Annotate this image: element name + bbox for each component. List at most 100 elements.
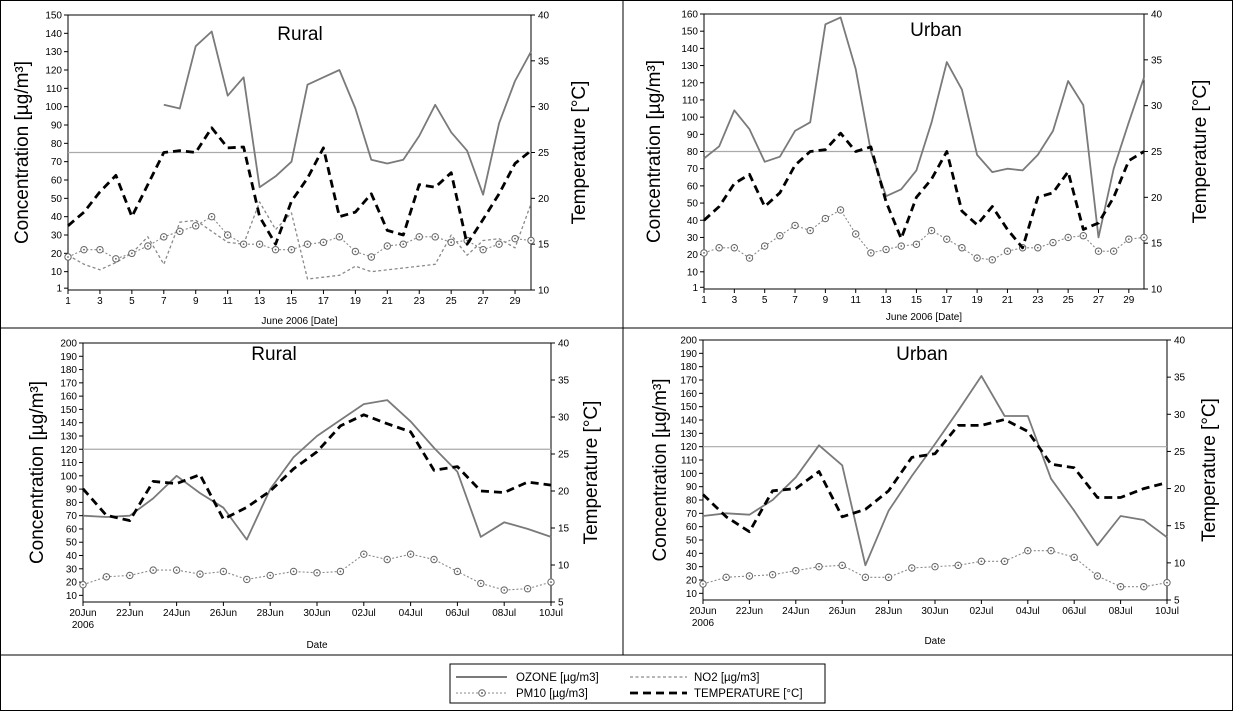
y-tick-label: 150 xyxy=(681,27,698,38)
pm10-marker-dot xyxy=(1006,250,1009,253)
y-tick-label: 110 xyxy=(681,456,697,467)
y2-tick-label: 15 xyxy=(538,240,550,251)
pm10-marker-dot xyxy=(482,248,485,251)
x-tick-label: 24Jun xyxy=(782,606,809,617)
pm10-marker-dot xyxy=(245,578,248,581)
pm10-marker-dot xyxy=(114,257,117,260)
y2-tick-label: 35 xyxy=(1151,55,1163,66)
pm10-marker-dot xyxy=(1036,246,1039,249)
y-tick-label: 100 xyxy=(60,471,77,482)
y-tick-label: 50 xyxy=(66,538,78,549)
x-tick-label: 02Jul xyxy=(969,606,993,617)
pm10-marker-dot xyxy=(82,583,84,586)
x-tick-label: 23 xyxy=(414,296,426,307)
x-tick-label: 7 xyxy=(161,296,167,307)
pm10-marker-dot xyxy=(763,245,766,247)
pm10-marker-dot xyxy=(1003,560,1006,563)
y2-tick-label: 40 xyxy=(538,11,550,22)
y-tick-label: 20 xyxy=(687,250,699,261)
x-tick-label: 13 xyxy=(254,296,266,307)
y-tick-label: 170 xyxy=(60,378,77,389)
pm10-marker-dot xyxy=(1067,236,1070,239)
y-tick-label: 40 xyxy=(687,216,699,227)
x-tick-sublabel: 2006 xyxy=(692,618,715,629)
pm10-marker-dot xyxy=(514,237,516,240)
x-tick-label: 24Jun xyxy=(163,608,190,619)
y-tick-label: 40 xyxy=(66,551,78,562)
y2-tick-label: 20 xyxy=(1151,193,1163,204)
y-tick-label: 40 xyxy=(51,212,63,223)
series-line-temperature xyxy=(702,418,1168,534)
x-tick-label: 20Jun xyxy=(689,606,716,617)
y2-tick-label: 35 xyxy=(1174,373,1186,384)
y2-tick-label: 30 xyxy=(538,102,550,113)
y-tick-label: 150 xyxy=(60,405,77,416)
y-tick-label: 80 xyxy=(51,139,63,150)
pm10-marker-dot xyxy=(178,230,181,233)
y-tick-label: 190 xyxy=(60,352,77,363)
pm10-marker-dot xyxy=(105,575,108,578)
y-tick-label: 90 xyxy=(66,485,78,496)
x-tick-label: 21 xyxy=(1002,295,1014,306)
pm10-marker-dot xyxy=(479,582,482,585)
pm10-marker-dot xyxy=(945,238,948,241)
pm10-marker-dot xyxy=(910,567,913,569)
y-tick-label: 110 xyxy=(682,95,698,106)
pm10-marker-dot xyxy=(222,570,225,573)
y2-tick-label: 5 xyxy=(558,598,564,609)
pm10-marker-dot xyxy=(1082,234,1085,237)
y-tick-label: 180 xyxy=(680,362,697,373)
y2-tick-label: 20 xyxy=(538,194,550,205)
y-tick-label: 120 xyxy=(681,78,698,89)
y2-tick-label: 20 xyxy=(558,487,570,498)
y-tick-label: 160 xyxy=(680,389,697,400)
y2-tick-label: 25 xyxy=(538,148,550,159)
y2-axis-title: Temperature [°C] xyxy=(581,401,602,545)
y-tick-label: 120 xyxy=(680,442,697,453)
pm10-marker-dot xyxy=(824,217,827,220)
y2-tick-label: 10 xyxy=(1151,285,1163,296)
x-tick-label: 23 xyxy=(1032,295,1044,306)
x-axis-title: June 2006 [Date] xyxy=(261,316,337,327)
pm10-marker-dot xyxy=(402,243,405,246)
x-tick-label: 08Jul xyxy=(1109,606,1133,617)
pm10-marker-dot xyxy=(226,234,229,236)
pm10-marker-dot xyxy=(418,235,421,238)
x-tick-label: 1 xyxy=(65,296,71,307)
y-axis-title: Concentration [µg/m³] xyxy=(12,61,33,244)
pm10-marker-dot xyxy=(809,229,812,232)
pm10-marker-dot xyxy=(1166,581,1168,584)
y-tick-label: 110 xyxy=(46,84,62,95)
pm10-marker-dot xyxy=(434,235,437,238)
pm10-marker-dot xyxy=(1050,549,1052,552)
y-tick-label: 130 xyxy=(45,47,62,58)
y2-tick-label: 30 xyxy=(558,413,570,424)
pm10-marker-dot xyxy=(370,256,373,258)
pm10-marker-dot xyxy=(152,569,155,572)
y2-tick-label: 10 xyxy=(1174,558,1186,569)
y2-tick-label: 25 xyxy=(558,450,570,461)
y-tick-label: 50 xyxy=(687,199,699,210)
series-line-ozone xyxy=(82,399,552,541)
x-tick-label: 08Jul xyxy=(492,608,516,619)
pm10-marker-dot xyxy=(526,587,529,590)
y-tick-label: 30 xyxy=(66,564,78,575)
y-tick-label: 180 xyxy=(60,365,77,376)
pm10-marker-dot xyxy=(290,248,293,251)
y2-axis-title: Temperature [°C] xyxy=(1199,398,1220,542)
pm10-marker-dot xyxy=(778,234,781,237)
y2-tick-label: 30 xyxy=(1174,410,1186,421)
x-tick-label: 7 xyxy=(792,295,798,306)
y-tick-label: 120 xyxy=(60,445,77,456)
y-tick-label: 130 xyxy=(680,429,697,440)
pm10-marker-dot xyxy=(274,248,277,251)
legend-temperature-label: TEMPERATURE [°C] xyxy=(694,688,803,700)
pm10-marker-dot xyxy=(339,570,342,573)
pm10-marker-dot xyxy=(864,576,867,579)
y2-tick-label: 15 xyxy=(558,524,570,535)
y2-axis-title: Temperature [°C] xyxy=(569,81,590,225)
y-tick-label: 40 xyxy=(686,549,698,560)
y-tick-label: 30 xyxy=(687,233,699,244)
panel-title: Rural xyxy=(277,24,322,45)
